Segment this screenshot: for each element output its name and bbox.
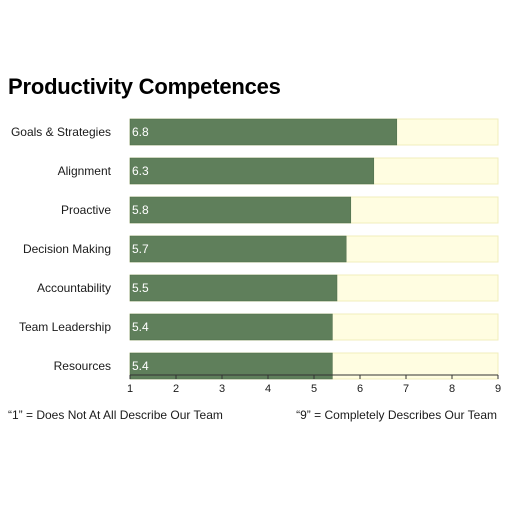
value-label: 5.4: [132, 320, 149, 334]
bar: [129, 118, 398, 146]
bar: [129, 274, 338, 302]
category-label: Team Leadership: [19, 320, 111, 334]
x-tick-label: 4: [265, 383, 271, 395]
bar: [129, 313, 333, 341]
value-label: 5.4: [132, 359, 149, 373]
x-tick-label: 6: [357, 383, 363, 395]
x-tick-label: 9: [495, 383, 501, 395]
category-label: Decision Making: [23, 242, 111, 256]
x-tick-label: 7: [403, 383, 409, 395]
bar: [129, 157, 375, 185]
category-label: Proactive: [61, 203, 111, 217]
bar: [129, 196, 352, 224]
category-label: Goals & Strategies: [11, 125, 111, 139]
category-label: Accountability: [37, 281, 111, 295]
x-tick-label: 3: [219, 383, 225, 395]
x-tick-label: 1: [127, 383, 133, 395]
value-label: 6.8: [132, 125, 149, 139]
x-tick-label: 2: [173, 383, 179, 395]
chart-title: Productivity Competences: [8, 74, 281, 99]
value-label: 5.5: [132, 281, 149, 295]
value-label: 6.3: [132, 164, 149, 178]
x-tick-label: 8: [449, 383, 455, 395]
category-label: Alignment: [58, 164, 112, 178]
category-label: Resources: [54, 359, 111, 373]
value-label: 5.8: [132, 203, 149, 217]
x-tick-label: 5: [311, 383, 317, 395]
scale-note-maximum: “9” = Completely Describes Our Team: [296, 408, 497, 422]
scale-note-minimum: “1” = Does Not At All Describe Our Team: [8, 408, 223, 422]
bar: [129, 235, 347, 263]
value-label: 5.7: [132, 242, 149, 256]
